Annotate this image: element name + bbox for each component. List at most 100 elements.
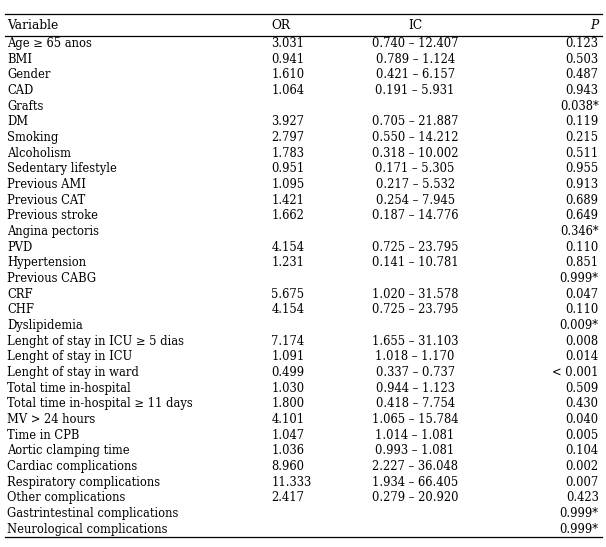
Text: 0.040: 0.040: [565, 413, 599, 426]
Text: Lenght of stay in ward: Lenght of stay in ward: [7, 366, 139, 379]
Text: Previous stroke: Previous stroke: [7, 210, 98, 222]
Text: 1.421: 1.421: [271, 194, 304, 207]
Text: 11.333: 11.333: [271, 476, 311, 489]
Text: Other complications: Other complications: [7, 491, 125, 504]
Text: Total time in-hospital: Total time in-hospital: [7, 382, 131, 395]
Text: 0.141 – 10.781: 0.141 – 10.781: [372, 257, 458, 269]
Text: 0.346*: 0.346*: [560, 225, 599, 238]
Text: CHF: CHF: [7, 304, 35, 316]
Text: 0.215: 0.215: [565, 131, 599, 144]
Text: 2.417: 2.417: [271, 491, 304, 504]
Text: Respiratory complications: Respiratory complications: [7, 476, 161, 489]
Text: 0.705 – 21.887: 0.705 – 21.887: [372, 115, 458, 128]
Text: 1.934 – 66.405: 1.934 – 66.405: [372, 476, 458, 489]
Text: 0.509: 0.509: [565, 382, 599, 395]
Text: 1.610: 1.610: [271, 68, 305, 82]
Text: OR: OR: [271, 19, 290, 32]
Text: Sedentary lifestyle: Sedentary lifestyle: [7, 162, 117, 175]
Text: MV > 24 hours: MV > 24 hours: [7, 413, 96, 426]
Text: 1.065 – 15.784: 1.065 – 15.784: [372, 413, 458, 426]
Text: 0.421 – 6.157: 0.421 – 6.157: [376, 68, 454, 82]
Text: 0.171 – 5.305: 0.171 – 5.305: [376, 162, 454, 175]
Text: 1.014 – 1.081: 1.014 – 1.081: [376, 429, 454, 442]
Text: 0.418 – 7.754: 0.418 – 7.754: [376, 398, 454, 410]
Text: 0.487: 0.487: [566, 68, 599, 82]
Text: Total time in-hospital ≥ 11 days: Total time in-hospital ≥ 11 days: [7, 398, 193, 410]
Text: 0.499: 0.499: [271, 366, 305, 379]
Text: 2.227 – 36.048: 2.227 – 36.048: [372, 460, 458, 473]
Text: 0.104: 0.104: [565, 445, 599, 457]
Text: Variable: Variable: [7, 19, 59, 32]
Text: 1.018 – 1.170: 1.018 – 1.170: [376, 351, 454, 363]
Text: 0.254 – 7.945: 0.254 – 7.945: [376, 194, 454, 207]
Text: 0.047: 0.047: [565, 288, 599, 301]
Text: Previous AMI: Previous AMI: [7, 178, 86, 191]
Text: 0.941: 0.941: [271, 53, 305, 66]
Text: P: P: [590, 19, 599, 32]
Text: 3.927: 3.927: [271, 115, 304, 128]
Text: DM: DM: [7, 115, 28, 128]
Text: 0.511: 0.511: [565, 147, 599, 160]
Text: 0.318 – 10.002: 0.318 – 10.002: [372, 147, 458, 160]
Text: 1.783: 1.783: [271, 147, 304, 160]
Text: 0.119: 0.119: [565, 115, 599, 128]
Text: Dyslipidemia: Dyslipidemia: [7, 319, 83, 332]
Text: Gastrintestinal complications: Gastrintestinal complications: [7, 507, 179, 520]
Text: 0.187 – 14.776: 0.187 – 14.776: [372, 210, 458, 222]
Text: 0.014: 0.014: [565, 351, 599, 363]
Text: Time in CPB: Time in CPB: [7, 429, 79, 442]
Text: 0.649: 0.649: [566, 210, 599, 222]
Text: 0.999*: 0.999*: [560, 272, 599, 285]
Text: 0.007: 0.007: [565, 476, 599, 489]
Text: 7.174: 7.174: [271, 335, 305, 348]
Text: 1.095: 1.095: [271, 178, 305, 191]
Text: 0.999*: 0.999*: [560, 507, 599, 520]
Text: 1.030: 1.030: [271, 382, 305, 395]
Text: 1.091: 1.091: [271, 351, 305, 363]
Text: 0.944 – 1.123: 0.944 – 1.123: [376, 382, 454, 395]
Text: 8.960: 8.960: [271, 460, 304, 473]
Text: 0.009*: 0.009*: [560, 319, 599, 332]
Text: BMI: BMI: [7, 53, 32, 66]
Text: Grafts: Grafts: [7, 100, 44, 113]
Text: 0.008: 0.008: [565, 335, 599, 348]
Text: IC: IC: [408, 19, 422, 32]
Text: 2.797: 2.797: [271, 131, 305, 144]
Text: 0.689: 0.689: [566, 194, 599, 207]
Text: 0.430: 0.430: [566, 398, 599, 410]
Text: 0.943: 0.943: [566, 84, 599, 97]
Text: 0.038*: 0.038*: [560, 100, 599, 113]
Text: CRF: CRF: [7, 288, 33, 301]
Text: 0.279 – 20.920: 0.279 – 20.920: [372, 491, 458, 504]
Text: Previous CABG: Previous CABG: [7, 272, 96, 285]
Text: 0.740 – 12.407: 0.740 – 12.407: [372, 37, 458, 50]
Text: 0.503: 0.503: [565, 53, 599, 66]
Text: 0.191 – 5.931: 0.191 – 5.931: [376, 84, 454, 97]
Text: 0.123: 0.123: [566, 37, 599, 50]
Text: 0.851: 0.851: [565, 257, 599, 269]
Text: 0.725 – 23.795: 0.725 – 23.795: [372, 304, 458, 316]
Text: Smoking: Smoking: [7, 131, 59, 144]
Text: 3.031: 3.031: [271, 37, 304, 50]
Text: 1.655 – 31.103: 1.655 – 31.103: [372, 335, 458, 348]
Text: 0.005: 0.005: [565, 429, 599, 442]
Text: CAD: CAD: [7, 84, 33, 97]
Text: Hypertension: Hypertension: [7, 257, 87, 269]
Text: Age ≥ 65 anos: Age ≥ 65 anos: [7, 37, 92, 50]
Text: 1.047: 1.047: [271, 429, 305, 442]
Text: Previous CAT: Previous CAT: [7, 194, 85, 207]
Text: 0.951: 0.951: [271, 162, 305, 175]
Text: 0.423: 0.423: [566, 491, 599, 504]
Text: 4.154: 4.154: [271, 304, 304, 316]
Text: Aortic clamping time: Aortic clamping time: [7, 445, 130, 457]
Text: Lenght of stay in ICU ≥ 5 dias: Lenght of stay in ICU ≥ 5 dias: [7, 335, 184, 348]
Text: Angina pectoris: Angina pectoris: [7, 225, 99, 238]
Text: 1.800: 1.800: [271, 398, 305, 410]
Text: 0.999*: 0.999*: [560, 523, 599, 536]
Text: 0.110: 0.110: [565, 241, 599, 254]
Text: 0.217 – 5.532: 0.217 – 5.532: [376, 178, 454, 191]
Text: 1.662: 1.662: [271, 210, 304, 222]
Text: 0.993 – 1.081: 0.993 – 1.081: [376, 445, 454, 457]
Text: 0.550 – 14.212: 0.550 – 14.212: [372, 131, 458, 144]
Text: Gender: Gender: [7, 68, 51, 82]
